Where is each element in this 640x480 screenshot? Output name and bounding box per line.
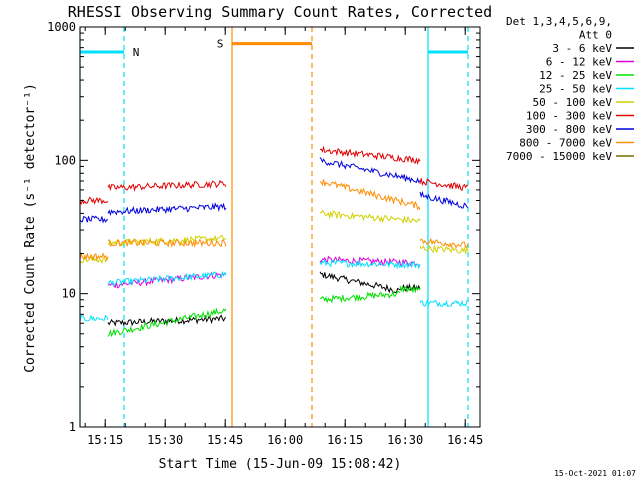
series-7-segment-1 [107,238,227,248]
x-tick-label-1: 15:30 [147,433,183,447]
x-tick-label-3: 16:00 [267,433,303,447]
plot-frame [79,26,481,428]
legend-label-4: 50 - 100 keV [533,96,613,109]
y-axis-label: Corrected Count Rate (s⁻¹ detector⁻¹) [23,83,38,373]
legend-label-3: 25 - 50 keV [539,83,612,96]
x-tick-label-2: 15:45 [207,433,243,447]
series-5-segment-3 [419,178,469,192]
chart-title: RHESSI Observing Summary Count Rates, Co… [68,3,492,21]
x-axis-label: Start Time (15-Jun-09 15:08:42) [159,457,402,472]
series-3-segment-3 [419,299,469,308]
series-3-segment-0 [79,314,109,322]
annotation-label-0: N [133,46,140,59]
legend-label-5: 100 - 300 keV [526,110,612,123]
series-6-segment-3 [419,190,469,209]
series-2-segment-0 [107,307,227,338]
legend-label-2: 12 - 25 keV [539,69,612,82]
series-7-segment-2 [319,179,421,211]
series-6-segment-0 [79,215,108,224]
y-tick-label-1: 10 [62,287,76,301]
timestamp: 15-Oct-2021 01:07 [554,469,636,478]
legend-header-1: Att 0 [579,29,612,42]
series-4-segment-3 [419,244,469,254]
annotation-label-1: S [217,38,224,51]
series-5-segment-2 [319,145,421,166]
x-tick-label-0: 15:15 [87,433,123,447]
series-0-segment-1 [319,271,401,294]
x-tick-label-4: 16:15 [327,433,363,447]
legend-label-1: 6 - 12 keV [546,56,613,69]
x-tick-label-5: 16:30 [387,433,423,447]
legend-label-8: 7000 - 15000 keV [506,150,612,163]
legend-label-6: 300 - 800 keV [526,123,612,136]
series-3-segment-1 [107,270,227,288]
legend-header-0: Det 1,3,4,5,6,9, [506,15,612,28]
y-tick-label-2: 100 [54,153,76,167]
x-tick-label-6: 16:45 [447,433,483,447]
series-6-segment-2 [319,157,421,184]
series-7-segment-0 [79,252,109,262]
legend-label-7: 800 - 7000 keV [519,137,612,150]
series-3-segment-2 [319,258,421,270]
series-2-segment-1 [319,290,401,304]
y-tick-label-0: 1 [69,420,76,434]
series-4-segment-2 [319,209,421,225]
legend-label-0: 3 - 6 keV [552,42,612,55]
series-5-segment-1 [107,179,227,192]
plot-area: N S 1 10 100 1000 15:15 15:30 15:45 16:00 16:15 16:… [47,20,483,447]
series-7-segment-3 [419,237,469,249]
series-6-segment-1 [107,202,227,217]
y-tick-label-3: 1000 [47,20,76,34]
series-2-segment-2 [399,285,421,294]
series-5-segment-0 [79,196,109,206]
